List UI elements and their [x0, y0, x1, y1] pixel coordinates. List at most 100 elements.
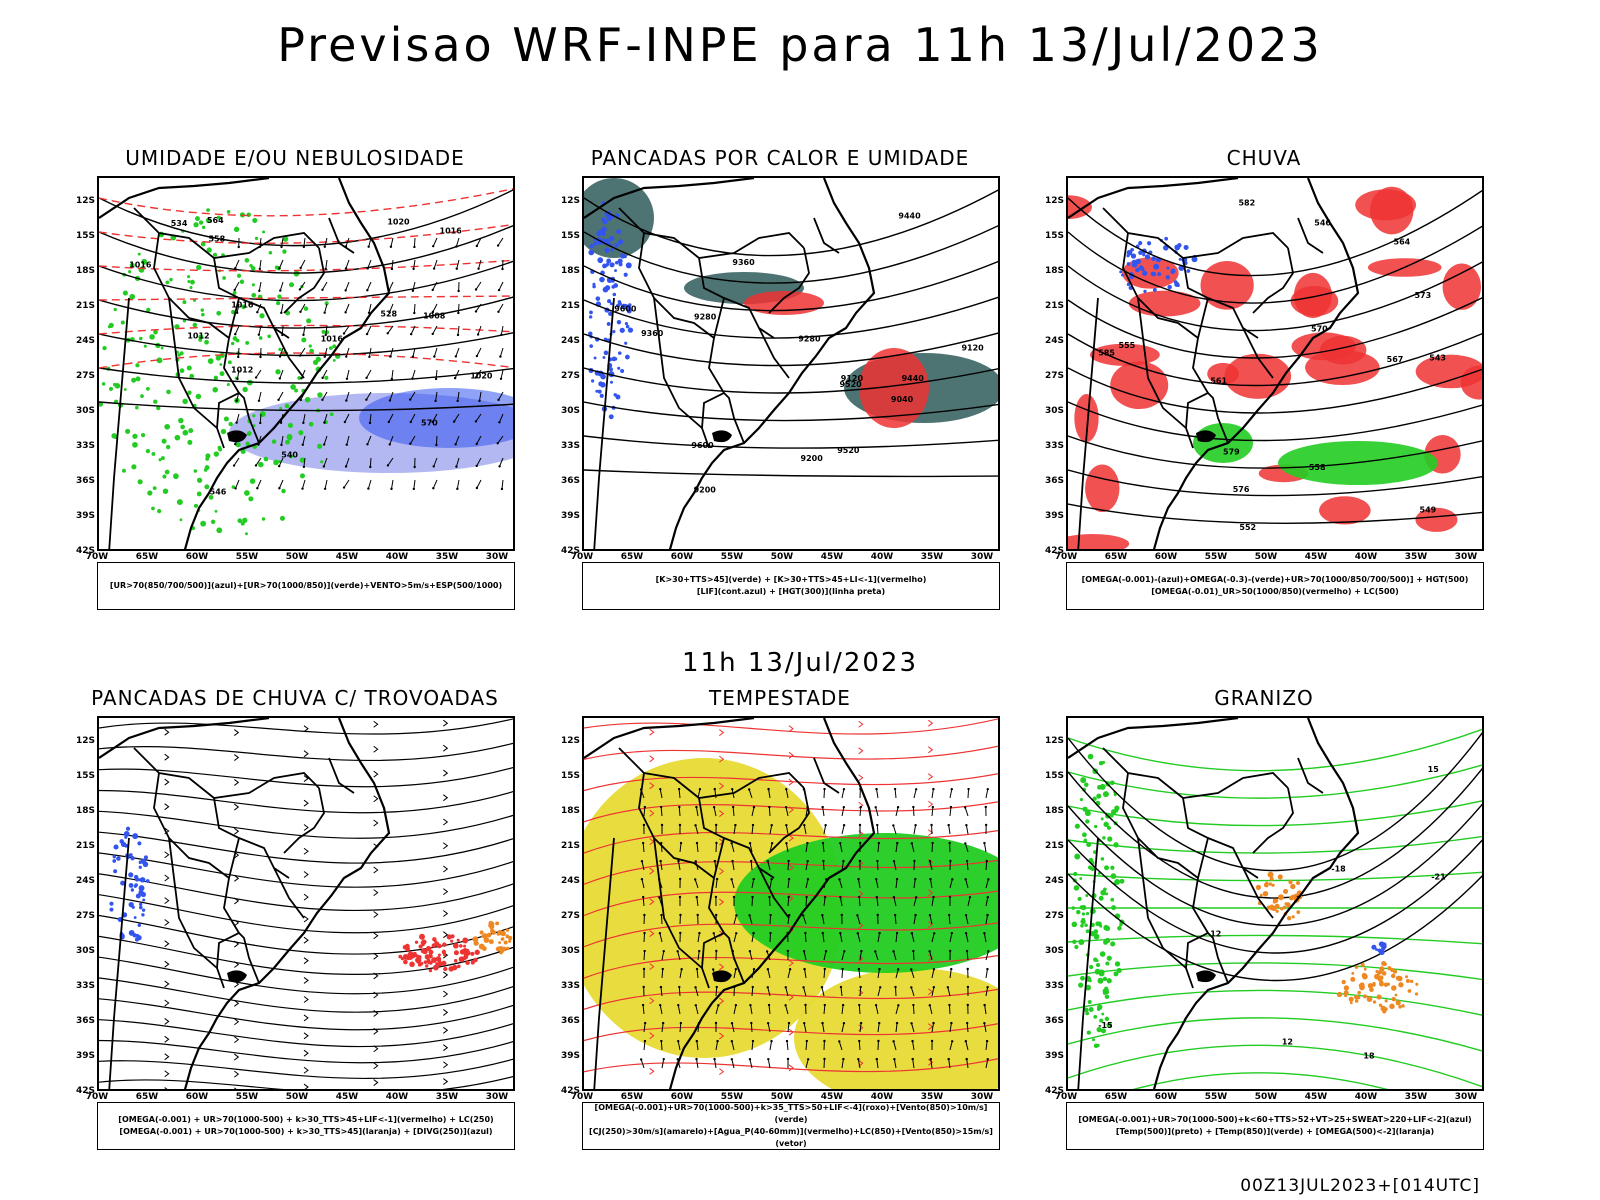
- temp500-contours: [1068, 732, 1482, 982]
- latitude-label: 42S: [75, 546, 95, 556]
- longitude-label: 50W: [770, 1092, 794, 1102]
- map-outlines: [584, 718, 876, 1089]
- latitude-label: 24S: [560, 876, 580, 886]
- coastline: [1068, 178, 1360, 549]
- contour-label: 1012: [231, 365, 253, 374]
- rain-omega-ur: [1128, 290, 1201, 317]
- pressure-contours: [99, 189, 513, 412]
- longitude-label: 60W: [670, 552, 694, 562]
- state-border: [283, 247, 325, 314]
- longitude-label: 55W: [720, 552, 744, 562]
- panel-legend: [OMEGA(-0.001) + UR>70(1000-500) + k>30_…: [97, 1102, 515, 1150]
- panel-title: TEMPESTADE: [709, 686, 851, 710]
- longitude-label: 45W: [1304, 552, 1328, 562]
- latitude-label: 30S: [560, 406, 580, 416]
- latitude-label: 12S: [1044, 736, 1064, 746]
- state-border: [1182, 797, 1259, 879]
- panel-chuva: CHUVA 585 582 579 576 573 570 567 564 561 558 555 55…: [1044, 146, 1484, 646]
- state-border: [1102, 747, 1289, 799]
- contour-label: 12: [1210, 930, 1221, 939]
- latitude-label: 15S: [560, 231, 580, 241]
- panel-trovoadas: PANCADAS DE CHUVA C/ TROVOADAS 12S 15S 18S 2…: [75, 686, 515, 1186]
- state-border: [1077, 837, 1099, 1089]
- state-border: [1182, 257, 1259, 339]
- contour-label: 12: [1282, 1037, 1293, 1046]
- latitude-label: 27S: [75, 911, 95, 921]
- longitude-label: 70W: [85, 552, 109, 562]
- state-border: [618, 747, 805, 799]
- latitude-label: 36S: [1044, 476, 1064, 486]
- panel-title: UMIDADE E/OU NEBULOSIDADE: [125, 146, 465, 170]
- contour-label: 558: [208, 235, 225, 244]
- humidity-low-levels: [99, 208, 341, 536]
- rain-omega-ur: [1415, 507, 1458, 532]
- rain-omega-ur: [1319, 496, 1371, 525]
- map-frame: [97, 716, 515, 1091]
- contour-label: 9440: [902, 374, 925, 383]
- latitude-label: 39S: [560, 1051, 580, 1061]
- longitude-label: 50W: [1254, 1092, 1278, 1102]
- latitude-label: 15S: [560, 771, 580, 781]
- rain-omega-ur: [1460, 365, 1482, 400]
- instability-li: [744, 291, 824, 315]
- state-border: [1122, 232, 1199, 339]
- state-border: [813, 757, 840, 794]
- thunderstorm-li: [398, 933, 480, 973]
- contour-label: 9520: [839, 380, 862, 389]
- longitude-label: 40W: [870, 552, 894, 562]
- latitude-label: 12S: [560, 736, 580, 746]
- main-title: Previsao WRF-INPE para 11h 13/Jul/2023: [277, 18, 1323, 72]
- latitude-label: 39S: [75, 511, 95, 521]
- map-frame: 9600 9520 9440 9360 9280 9200 9120 9040 9120 9600…: [582, 176, 1000, 551]
- longitude-label: 60W: [185, 552, 209, 562]
- state-border: [328, 217, 355, 254]
- panel-title: CHUVA: [1226, 146, 1302, 170]
- state-border: [223, 837, 240, 934]
- longitude-label: 35W: [920, 552, 944, 562]
- latitude-label: 42S: [1044, 546, 1064, 556]
- panel-title: GRANIZO: [1214, 686, 1314, 710]
- state-border: [1102, 207, 1289, 259]
- state-border: [698, 257, 775, 339]
- latitude-label: 36S: [75, 476, 95, 486]
- coastline: [99, 718, 391, 1089]
- omega500: [1255, 871, 1303, 921]
- longitude-label: 45W: [1304, 1092, 1328, 1102]
- legend-line: [OMEGA(-0.001) + UR>70(1000-500) + k>30_…: [118, 1115, 494, 1124]
- longitude-label: 70W: [85, 1092, 109, 1102]
- state-border: [1137, 837, 1187, 969]
- latitude-label: 21S: [1044, 841, 1064, 851]
- contour-label: 9280: [694, 313, 717, 322]
- contour-label: 573: [1414, 291, 1431, 300]
- longitude-label: 50W: [770, 552, 794, 562]
- longitude-label: 65W: [620, 1092, 644, 1102]
- contour-label: 576: [1233, 485, 1250, 494]
- legend-line: [OMEGA(-0.001)-(azul)+OMEGA(-0.3)-(verde…: [1081, 575, 1469, 584]
- contour-label: 1016: [129, 261, 152, 270]
- latitude-label: 18S: [75, 806, 95, 816]
- lagoon: [227, 430, 247, 443]
- state-border: [1192, 297, 1209, 394]
- longitude-label: 45W: [335, 552, 359, 562]
- longitude-label: 35W: [1404, 552, 1428, 562]
- map-svg: 9600 9520 9440 9360 9280 9200 9120 9040 9120 9600…: [584, 178, 998, 549]
- latitude-label: 18S: [75, 266, 95, 276]
- state-border: [1297, 757, 1324, 794]
- legend-line: [OMEGA(-0.001) + UR>70(1000-500) + k>30_…: [119, 1127, 493, 1136]
- latitude-label: 42S: [1044, 1086, 1064, 1096]
- latitude-label: 18S: [560, 266, 580, 276]
- contour-label: 1016: [440, 226, 463, 235]
- panel-legend: [OMEGA(-0.001)-(azul)+OMEGA(-0.3)-(verde…: [1066, 562, 1484, 610]
- hail-index: [1371, 941, 1387, 956]
- contour-label: 9040: [891, 395, 914, 404]
- latitude-label: 33S: [75, 981, 95, 991]
- map-frame: [582, 716, 1000, 1091]
- contour-label: 1012: [187, 332, 209, 341]
- map-svg: -15 -18 -21 12 15 18 12: [1068, 718, 1482, 1089]
- latitude-label: 27S: [75, 371, 95, 381]
- state-border: [653, 837, 703, 969]
- longitude-label: 45W: [820, 552, 844, 562]
- contour-label: -18: [1331, 865, 1346, 874]
- state-border: [273, 327, 305, 379]
- latitude-label: 15S: [75, 231, 95, 241]
